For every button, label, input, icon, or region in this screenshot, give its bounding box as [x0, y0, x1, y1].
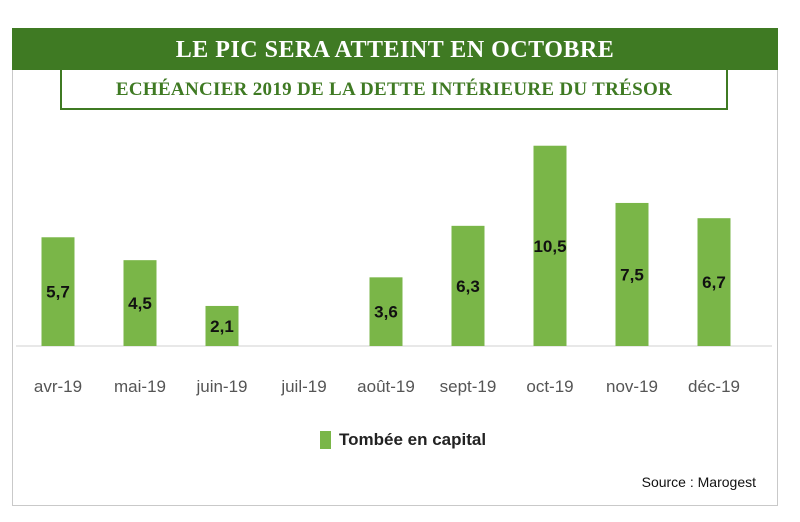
chart-subtitle: ECHÉANCIER 2019 DE LA DETTE INTÉRIEURE D…: [60, 70, 728, 110]
data-label: 3,6: [374, 303, 398, 322]
bar: [615, 202, 649, 346]
source-note: Source : Marogest: [641, 474, 756, 490]
x-tick-label: août-19: [357, 377, 415, 396]
data-label: 7,5: [620, 265, 644, 284]
bar: [533, 145, 567, 346]
bar: [41, 237, 75, 346]
x-tick-label: oct-19: [526, 377, 573, 396]
bar: [123, 260, 157, 346]
data-label: 4,5: [128, 294, 152, 313]
legend-swatch: [320, 431, 331, 449]
bar: [451, 225, 485, 346]
x-tick-label: sept-19: [440, 377, 497, 396]
data-label: 10,5: [533, 237, 566, 256]
x-tick-label: avr-19: [34, 377, 82, 396]
bar: [205, 305, 239, 346]
data-label: 5,7: [46, 283, 70, 302]
legend: Tombée en capital: [320, 428, 486, 452]
data-label: 6,7: [702, 273, 726, 292]
bar: [697, 218, 731, 346]
x-tick-label: mai-19: [114, 377, 166, 396]
x-tick-label: juil-19: [280, 377, 326, 396]
x-tick-label: nov-19: [606, 377, 658, 396]
data-label: 2,1: [210, 317, 234, 336]
x-tick-label: déc-19: [688, 377, 740, 396]
x-tick-label: juin-19: [195, 377, 247, 396]
bar: [369, 277, 403, 346]
chart-title: LE PIC SERA ATTEINT EN OCTOBRE: [12, 28, 778, 70]
legend-label: Tombée en capital: [339, 430, 487, 449]
data-label: 6,3: [456, 277, 480, 296]
